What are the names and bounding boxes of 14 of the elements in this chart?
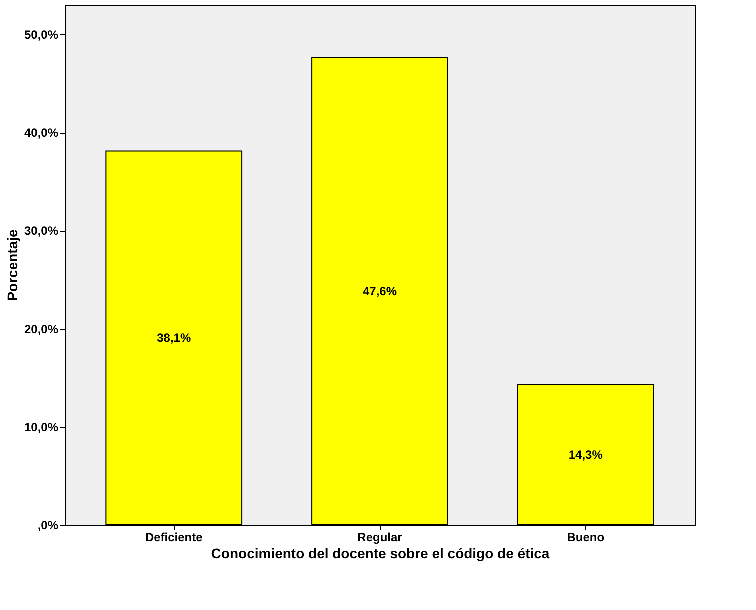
x-tick-label: Bueno — [567, 530, 605, 544]
y-tick-label: 30,0% — [24, 224, 59, 238]
x-tick-label: Regular — [358, 530, 403, 544]
data-label: 47,6% — [362, 284, 398, 298]
y-tick-label: 40,0% — [24, 126, 59, 140]
y-tick-label: 10,0% — [24, 420, 59, 434]
y-tick-label: ,0% — [38, 518, 59, 532]
x-axis-title: Conocimiento del docente sobre el código de ética — [211, 546, 550, 562]
data-label: 14,3% — [568, 448, 604, 462]
y-axis-title: Porcentaje — [4, 229, 20, 302]
y-tick-label: 50,0% — [24, 28, 59, 42]
y-tick-label: 20,0% — [24, 322, 59, 336]
data-label: 38,1% — [157, 331, 192, 346]
x-tick-label: Deficiente — [145, 530, 204, 544]
